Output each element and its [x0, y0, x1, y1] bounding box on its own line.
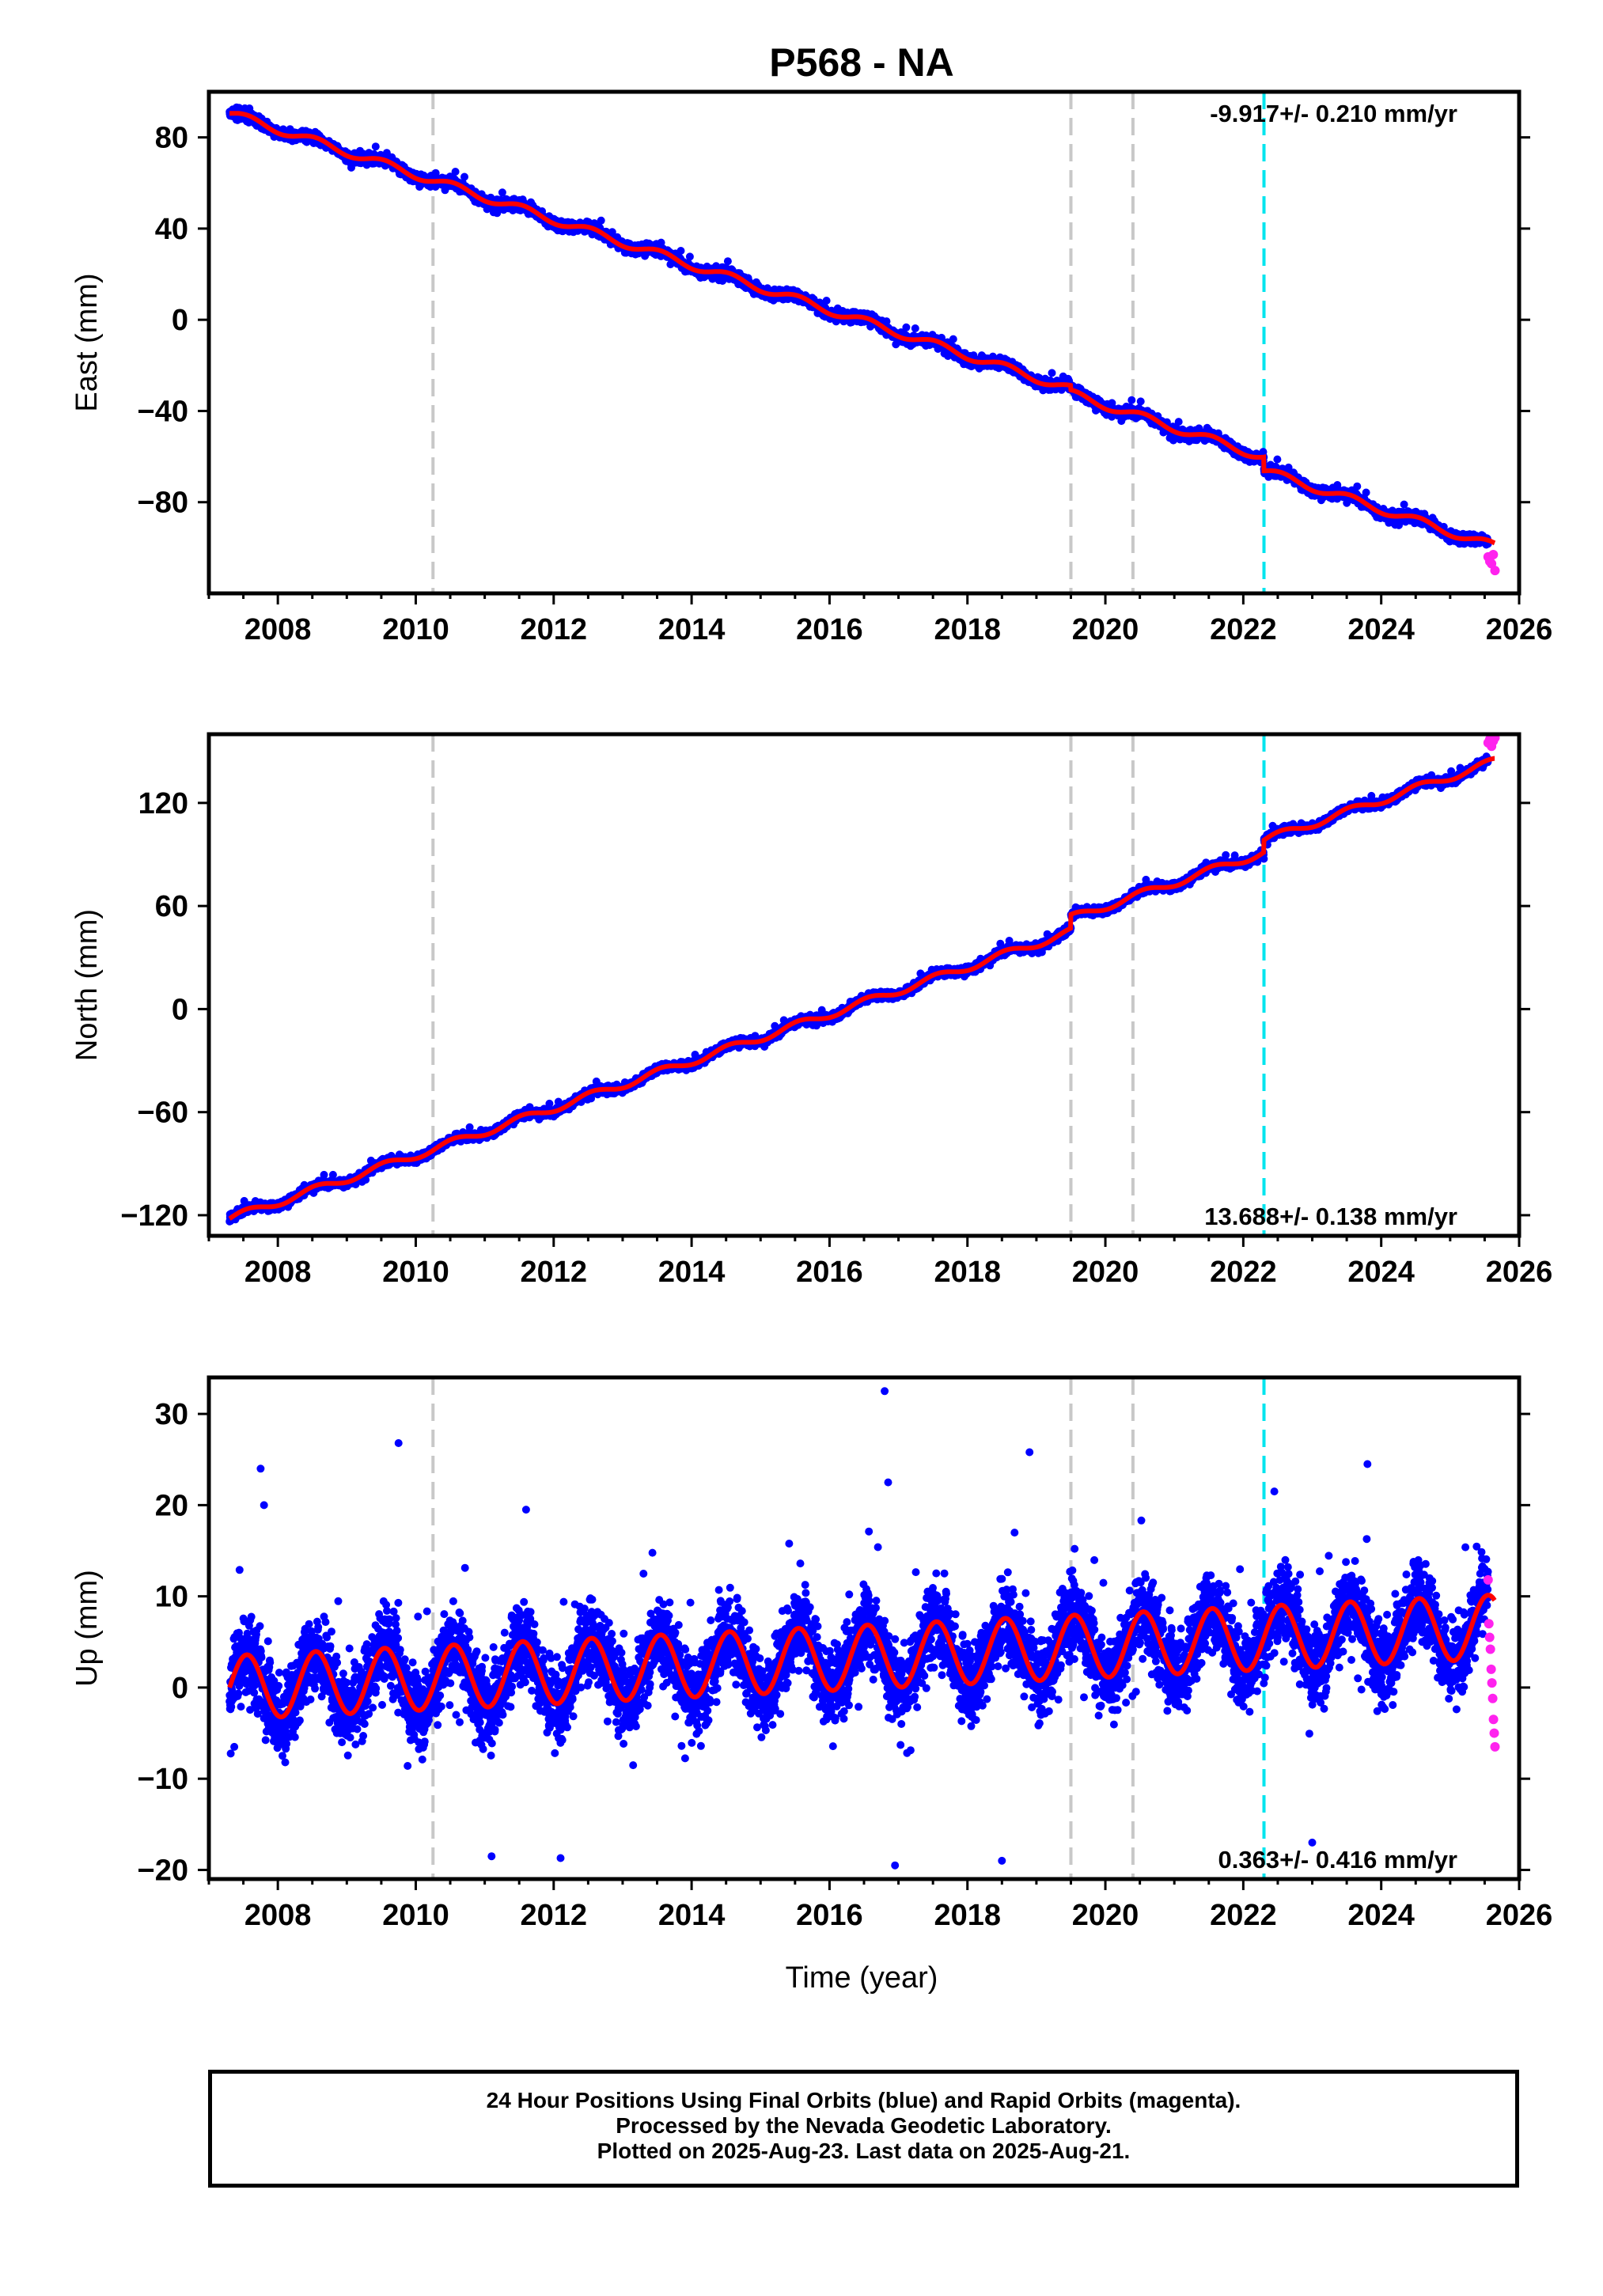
rate-label: 0.363+/- 0.416 mm/yr: [1218, 1846, 1457, 1874]
rapid-orbit-point: [1488, 550, 1499, 560]
x-tick-label: 2026: [1486, 1899, 1553, 1932]
event-lines: [431, 92, 1266, 593]
model-line: [229, 111, 1496, 546]
rate-label: -9.917+/- 0.210 mm/yr: [1210, 100, 1457, 127]
y-tick-label: 20: [155, 1489, 188, 1522]
final-orbit-point-cloud: [225, 1387, 1492, 1870]
final-orbit-point-cloud: [225, 752, 1492, 1226]
y-tick-label: 0: [172, 304, 188, 337]
y-tick-label: 80: [155, 122, 188, 155]
caption-box: 24 Hour Positions Using Final Orbits (bl…: [208, 2070, 1519, 2188]
rapid-orbit-point: [1486, 1664, 1496, 1674]
x-tick-label: 2022: [1210, 1899, 1277, 1932]
x-tick-label: 2014: [658, 1256, 726, 1289]
panel-1: 2008 2010 2012 2014 2016 2018 2020 2022 2024 2026…: [70, 89, 1553, 646]
y-tick-label: −40: [138, 395, 188, 428]
caption-line-2: Processed by the Nevada Geodetic Laborat…: [616, 2113, 1112, 2138]
x-tick-label: 2024: [1347, 613, 1415, 646]
x-tick-label: 2026: [1486, 613, 1553, 646]
y-tick-label: 10: [155, 1581, 188, 1614]
caption-line-1: 24 Hour Positions Using Final Orbits (bl…: [486, 2088, 1241, 2112]
rapid-orbit-point: [1484, 1619, 1494, 1629]
rapid-orbit-point: [1490, 1741, 1500, 1752]
x-tick-label: 2010: [382, 1256, 449, 1289]
x-tick-label: 2026: [1486, 1256, 1553, 1289]
y-tick-label: −120: [120, 1199, 188, 1233]
x-tick-label: 2018: [934, 1899, 1001, 1932]
y-tick-label: 60: [155, 890, 188, 923]
panel-2: 2008 2010 2012 2014 2016 2018 2020 2022 2024 2026…: [70, 732, 1553, 1289]
event-lines: [431, 1377, 1266, 1879]
x-tick-label: 2020: [1072, 613, 1139, 646]
model-line: [228, 756, 1495, 1221]
y-tick-label: 0: [172, 1672, 188, 1705]
x-tick-label: 2020: [1072, 1256, 1139, 1289]
y-axis-label: Up (mm): [70, 1570, 104, 1687]
y-tick-label: 120: [138, 787, 188, 820]
rapid-orbit-point: [1487, 1693, 1498, 1703]
x-tick-label: 2016: [796, 1899, 863, 1932]
rate-label: 13.688+/- 0.138 mm/yr: [1204, 1203, 1457, 1230]
x-tick-label: 2012: [521, 1899, 588, 1932]
y-axis-label: North (mm): [70, 909, 104, 1061]
model-line: [227, 1593, 1497, 1720]
x-tick-label: 2016: [796, 613, 863, 646]
x-tick-label: 2020: [1072, 1899, 1139, 1932]
y-tick-label: 40: [155, 213, 188, 246]
x-tick-label: 2022: [1210, 1256, 1277, 1289]
y-tick-label: −20: [138, 1854, 188, 1887]
y-tick-label: −10: [138, 1763, 188, 1796]
y-tick-label: −60: [138, 1097, 188, 1130]
rapid-orbit-point: [1490, 734, 1500, 743]
rapid-orbit-point: [1489, 1728, 1499, 1738]
final-orbit-points: [225, 103, 1500, 576]
rapid-orbit-point: [1484, 1632, 1495, 1642]
rapid-orbit-point: [1487, 1678, 1497, 1688]
x-tick-label: 2024: [1347, 1899, 1415, 1932]
y-tick-label: 30: [155, 1398, 188, 1431]
rapid-orbit-point: [1483, 1574, 1493, 1585]
x-tick-label: 2016: [796, 1256, 863, 1289]
x-tick-label: 2012: [521, 1256, 588, 1289]
x-tick-label: 2018: [934, 1256, 1001, 1289]
final-orbit-points: [225, 734, 1500, 1226]
final-orbit-points: [225, 1387, 1500, 1870]
x-tick-label: 2008: [244, 613, 312, 646]
caption-line-3: Plotted on 2025-Aug-23. Last data on 202…: [597, 2139, 1131, 2163]
x-tick-label: 2018: [934, 613, 1001, 646]
panel-3: 2008 2010 2012 2014 2016 2018 2020 2022 2024 2026…: [70, 1375, 1553, 1932]
x-tick-label: 2012: [521, 613, 588, 646]
rapid-orbit-point: [1488, 1714, 1499, 1725]
y-tick-label: 0: [172, 993, 188, 1026]
x-tick-label: 2024: [1347, 1256, 1415, 1289]
x-tick-label: 2010: [382, 1899, 449, 1932]
figure-title: P568 - NA: [769, 40, 953, 85]
x-axis-label: Time (year): [786, 1961, 938, 1995]
x-tick-label: 2008: [244, 1899, 312, 1932]
y-tick-label: −80: [138, 487, 188, 520]
x-tick-label: 2010: [382, 613, 449, 646]
rapid-orbit-point: [1485, 1644, 1495, 1654]
x-tick-label: 2022: [1210, 613, 1277, 646]
event-lines: [431, 734, 1266, 1236]
x-tick-label: 2014: [658, 613, 726, 646]
x-tick-label: 2008: [244, 1256, 312, 1289]
y-axis-label: East (mm): [70, 273, 104, 411]
rapid-orbit-point: [1490, 566, 1500, 576]
x-tick-label: 2014: [658, 1899, 726, 1932]
